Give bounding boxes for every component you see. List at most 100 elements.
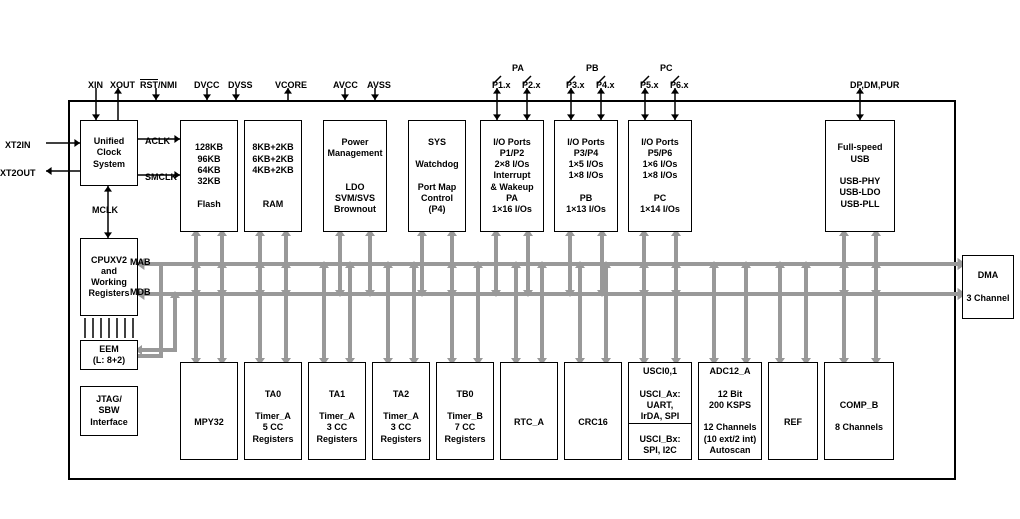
block-text: CRC16	[578, 417, 608, 428]
block-text	[592, 394, 595, 405]
block-text: SYS	[428, 137, 446, 148]
block-text: P3/P4	[574, 148, 599, 159]
block-text	[729, 377, 732, 388]
pin-label-13: P6.x	[670, 80, 689, 90]
block-text: P5/P6	[648, 148, 673, 159]
pin-label-15: PB	[586, 63, 599, 73]
dma-block: DMA 3 Channel	[962, 255, 1014, 319]
block-text: & Wakeup	[490, 182, 533, 193]
left-block-2: JTAG/SBWInterface	[80, 386, 138, 436]
pin-label-5: VCORE	[275, 80, 307, 90]
block-text: 3 CC	[327, 422, 348, 433]
block-text: Timer_A	[319, 411, 355, 422]
pin-label-11: P4.x	[596, 80, 615, 90]
bottom-block-2: TA1 Timer_A3 CCRegisters	[308, 362, 366, 460]
signal-label-0: ACLK	[145, 136, 170, 146]
side-label-1: XT2OUT	[0, 168, 36, 178]
bottom-block-4: TB0 Timer_B7 CCRegisters	[436, 362, 494, 460]
left-block-0: CPUXV2andWorkingRegisters	[80, 238, 138, 316]
block-text: Clock	[97, 147, 122, 158]
signal-label-1: SMCLK	[145, 172, 177, 182]
bottom-block-10: COMP_B 8 Channels	[824, 362, 894, 460]
block-text: 4KB+2KB	[252, 165, 293, 176]
block-text: UART,	[647, 400, 674, 411]
top-block-1: 128KB96KB64KB32KB Flash	[180, 120, 238, 232]
block-text: TA1	[329, 389, 345, 400]
block-text: Control	[421, 193, 453, 204]
block-text: SVM/SVS	[335, 193, 375, 204]
block-text: TA2	[393, 389, 409, 400]
block-text: System	[93, 159, 125, 170]
pin-label-1: XOUT	[110, 80, 135, 90]
block-text	[592, 405, 595, 416]
block-text: Registers	[88, 288, 129, 299]
block-text: 8KB+2KB	[252, 142, 293, 153]
block-text: Brownout	[334, 204, 376, 215]
left-block-1: EEM(L: 8+2)	[80, 340, 138, 370]
pin-label-0: XIN	[88, 80, 103, 90]
block-text	[272, 400, 275, 411]
block-text: COMP_B	[840, 400, 879, 411]
side-label-0: XT2IN	[5, 140, 31, 150]
bottom-block-3: TA2 Timer_A3 CCRegisters	[372, 362, 430, 460]
block-text: Autoscan	[709, 445, 750, 456]
top-block-6: I/O PortsP3/P41×5 I/Os1×8 I/Os PB1×13 I/…	[554, 120, 618, 232]
block-text: 3 CC	[391, 422, 412, 433]
block-text: Timer_A	[383, 411, 419, 422]
block-text: USB-PLL	[841, 199, 880, 210]
pin-label-8: P1.x	[492, 80, 511, 90]
block-text: 1×14 I/Os	[640, 204, 680, 215]
block-text: Interface	[90, 417, 128, 428]
block-text: USCI_Bx:	[639, 434, 680, 445]
block-text: (10 ext/2 int)	[704, 434, 757, 445]
block-text: USB-LDO	[840, 187, 881, 198]
top-block-3: PowerManagement LDOSVM/SVSBrownout	[323, 120, 387, 232]
block-text: RTC_A	[514, 417, 544, 428]
block-text: USCI0,1	[643, 366, 677, 377]
block-text: SPI, I2C	[643, 445, 677, 456]
block-text: Working	[91, 277, 127, 288]
block-diagram: UnifiedClockSystem 128KB96KB64KB32KB Flas…	[0, 0, 1020, 519]
bottom-block-9: REF	[768, 362, 818, 460]
block-text: 128KB	[195, 142, 223, 153]
block-text: LDO	[346, 182, 365, 193]
top-block-7: I/O PortsP5/P61×6 I/Os1×8 I/Os PC1×14 I/…	[628, 120, 692, 232]
block-text	[792, 405, 795, 416]
block-text: 1×8 I/Os	[643, 170, 678, 181]
block-text: 7 CC	[455, 422, 476, 433]
block-text: Registers	[380, 434, 421, 445]
block-text: USB	[850, 154, 869, 165]
block-text	[436, 170, 439, 181]
block-text	[987, 281, 990, 292]
block-text	[528, 405, 531, 416]
block-text	[208, 394, 211, 405]
block-text: 32KB	[197, 176, 220, 187]
block-text: (P4)	[428, 204, 445, 215]
block-text: 1×16 I/Os	[492, 204, 532, 215]
block-text: RAM	[263, 199, 284, 210]
top-block-8: Full-speedUSB USB-PHYUSB-LDOUSB-PLL	[825, 120, 895, 232]
signal-label-2: MCLK	[92, 205, 118, 215]
block-text: IrDA, SPI	[641, 411, 680, 422]
block-text: ADC12_A	[709, 366, 750, 377]
block-text	[858, 389, 861, 400]
block-text: 12 Channels	[703, 422, 756, 433]
bottom-block-0: MPY32	[180, 362, 238, 460]
block-text: 5 CC	[263, 422, 284, 433]
block-text: Unified	[94, 136, 125, 147]
block-text: 12 Bit	[718, 389, 743, 400]
top-block-2: 8KB+2KB6KB+2KB4KB+2KB RAM	[244, 120, 302, 232]
block-text	[859, 165, 862, 176]
block-text: 1×6 I/Os	[643, 159, 678, 170]
block-text	[464, 377, 467, 388]
block-text	[436, 148, 439, 159]
block-text: CPUXV2	[91, 255, 127, 266]
pin-label-4: DVSS	[228, 80, 253, 90]
block-text	[336, 400, 339, 411]
block-text	[208, 187, 211, 198]
block-text	[659, 422, 662, 433]
block-text: I/O Ports	[641, 137, 679, 148]
block-text: USCI_Ax:	[639, 389, 680, 400]
pin-label-2: RST/NMI	[140, 80, 177, 90]
block-text: 8 Channels	[835, 422, 883, 433]
